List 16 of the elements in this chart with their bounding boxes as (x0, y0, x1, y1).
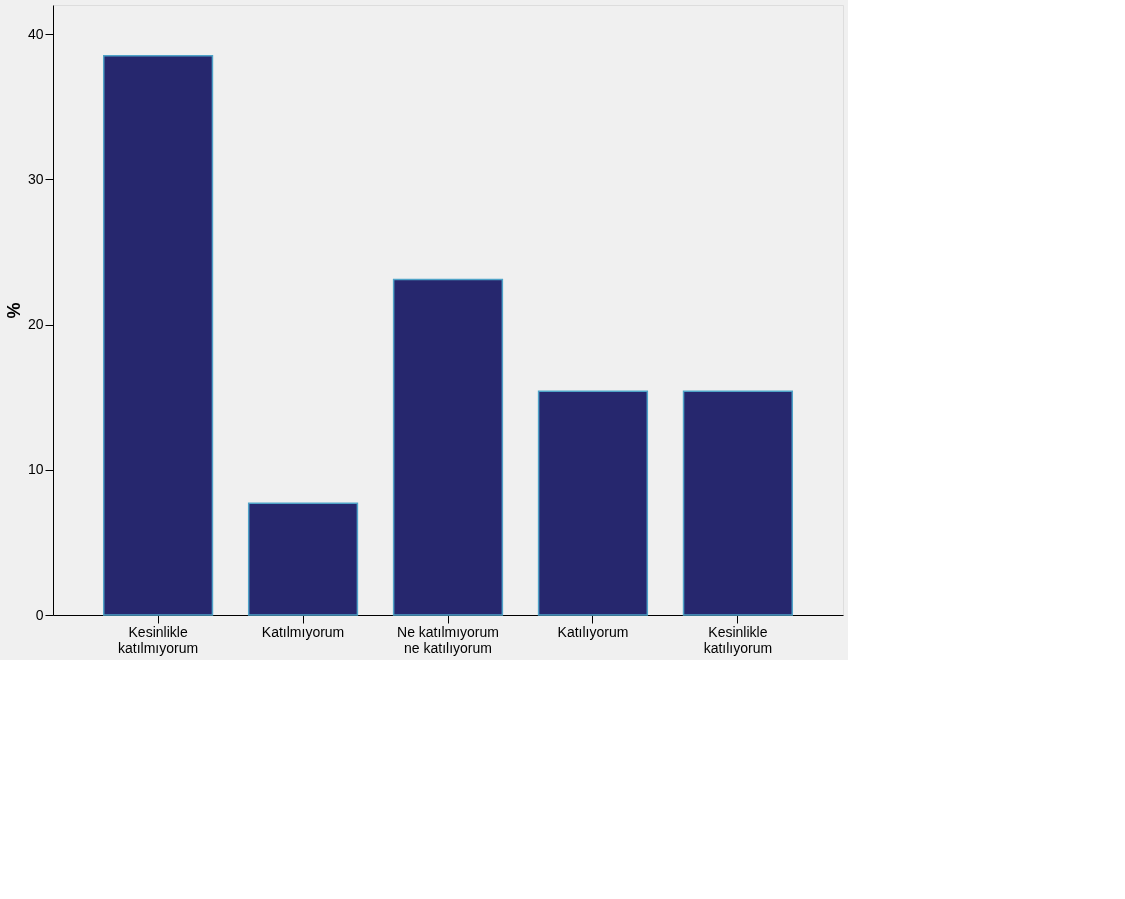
bar (102, 55, 214, 616)
bar (247, 502, 359, 616)
x-tick-label: Katılıyorum (557, 623, 629, 640)
x-tick-label: Katılmıyorum (261, 623, 345, 640)
x-tick-label: Kesinlikle katılıyorum (703, 623, 773, 656)
y-tick-label: 10 (27, 461, 44, 478)
bar (682, 390, 794, 616)
y-tick-label: 20 (27, 316, 44, 333)
y-tick-label: 40 (27, 25, 44, 42)
x-tick-label: Kesinlikle katılmıyorum (118, 623, 199, 656)
y-tick-label: 30 (27, 170, 44, 187)
bar (392, 278, 504, 616)
bar (537, 390, 649, 616)
y-axis-title: % (3, 302, 24, 319)
x-tick-label: Ne katılmıyorum ne katılıyorum (397, 623, 499, 656)
y-tick-label: 0 (35, 606, 44, 623)
